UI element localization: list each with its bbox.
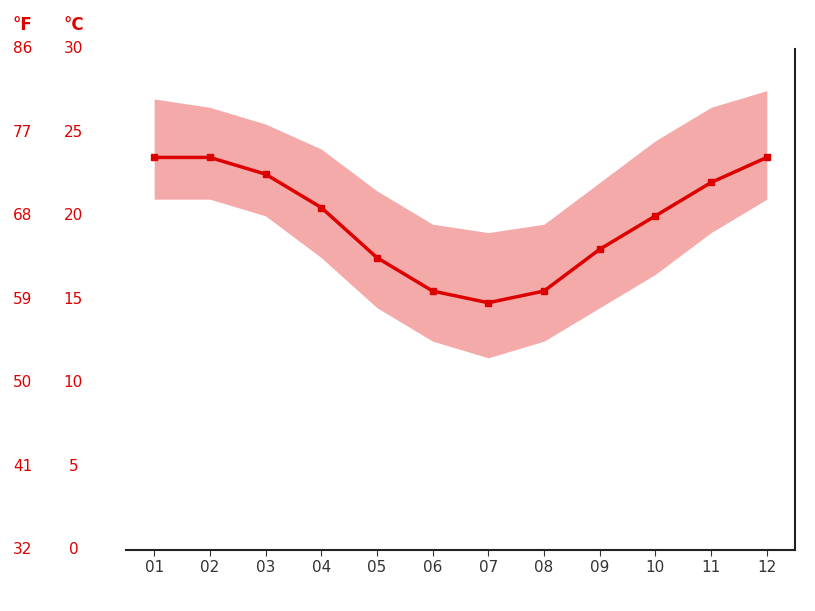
Text: 41: 41 [13, 459, 33, 474]
Text: 77: 77 [13, 125, 33, 140]
Text: 30: 30 [64, 42, 83, 56]
Text: 25: 25 [64, 125, 83, 140]
Text: 20: 20 [64, 208, 83, 224]
Text: 10: 10 [64, 375, 83, 390]
Text: 59: 59 [13, 292, 33, 307]
Text: 0: 0 [68, 543, 78, 557]
Text: 86: 86 [13, 42, 33, 56]
Text: 5: 5 [68, 459, 78, 474]
Text: 68: 68 [13, 208, 33, 224]
Text: 32: 32 [13, 543, 33, 557]
Text: 15: 15 [64, 292, 83, 307]
Text: °C: °C [63, 16, 84, 34]
Text: °F: °F [13, 16, 33, 34]
Text: 50: 50 [13, 375, 33, 390]
